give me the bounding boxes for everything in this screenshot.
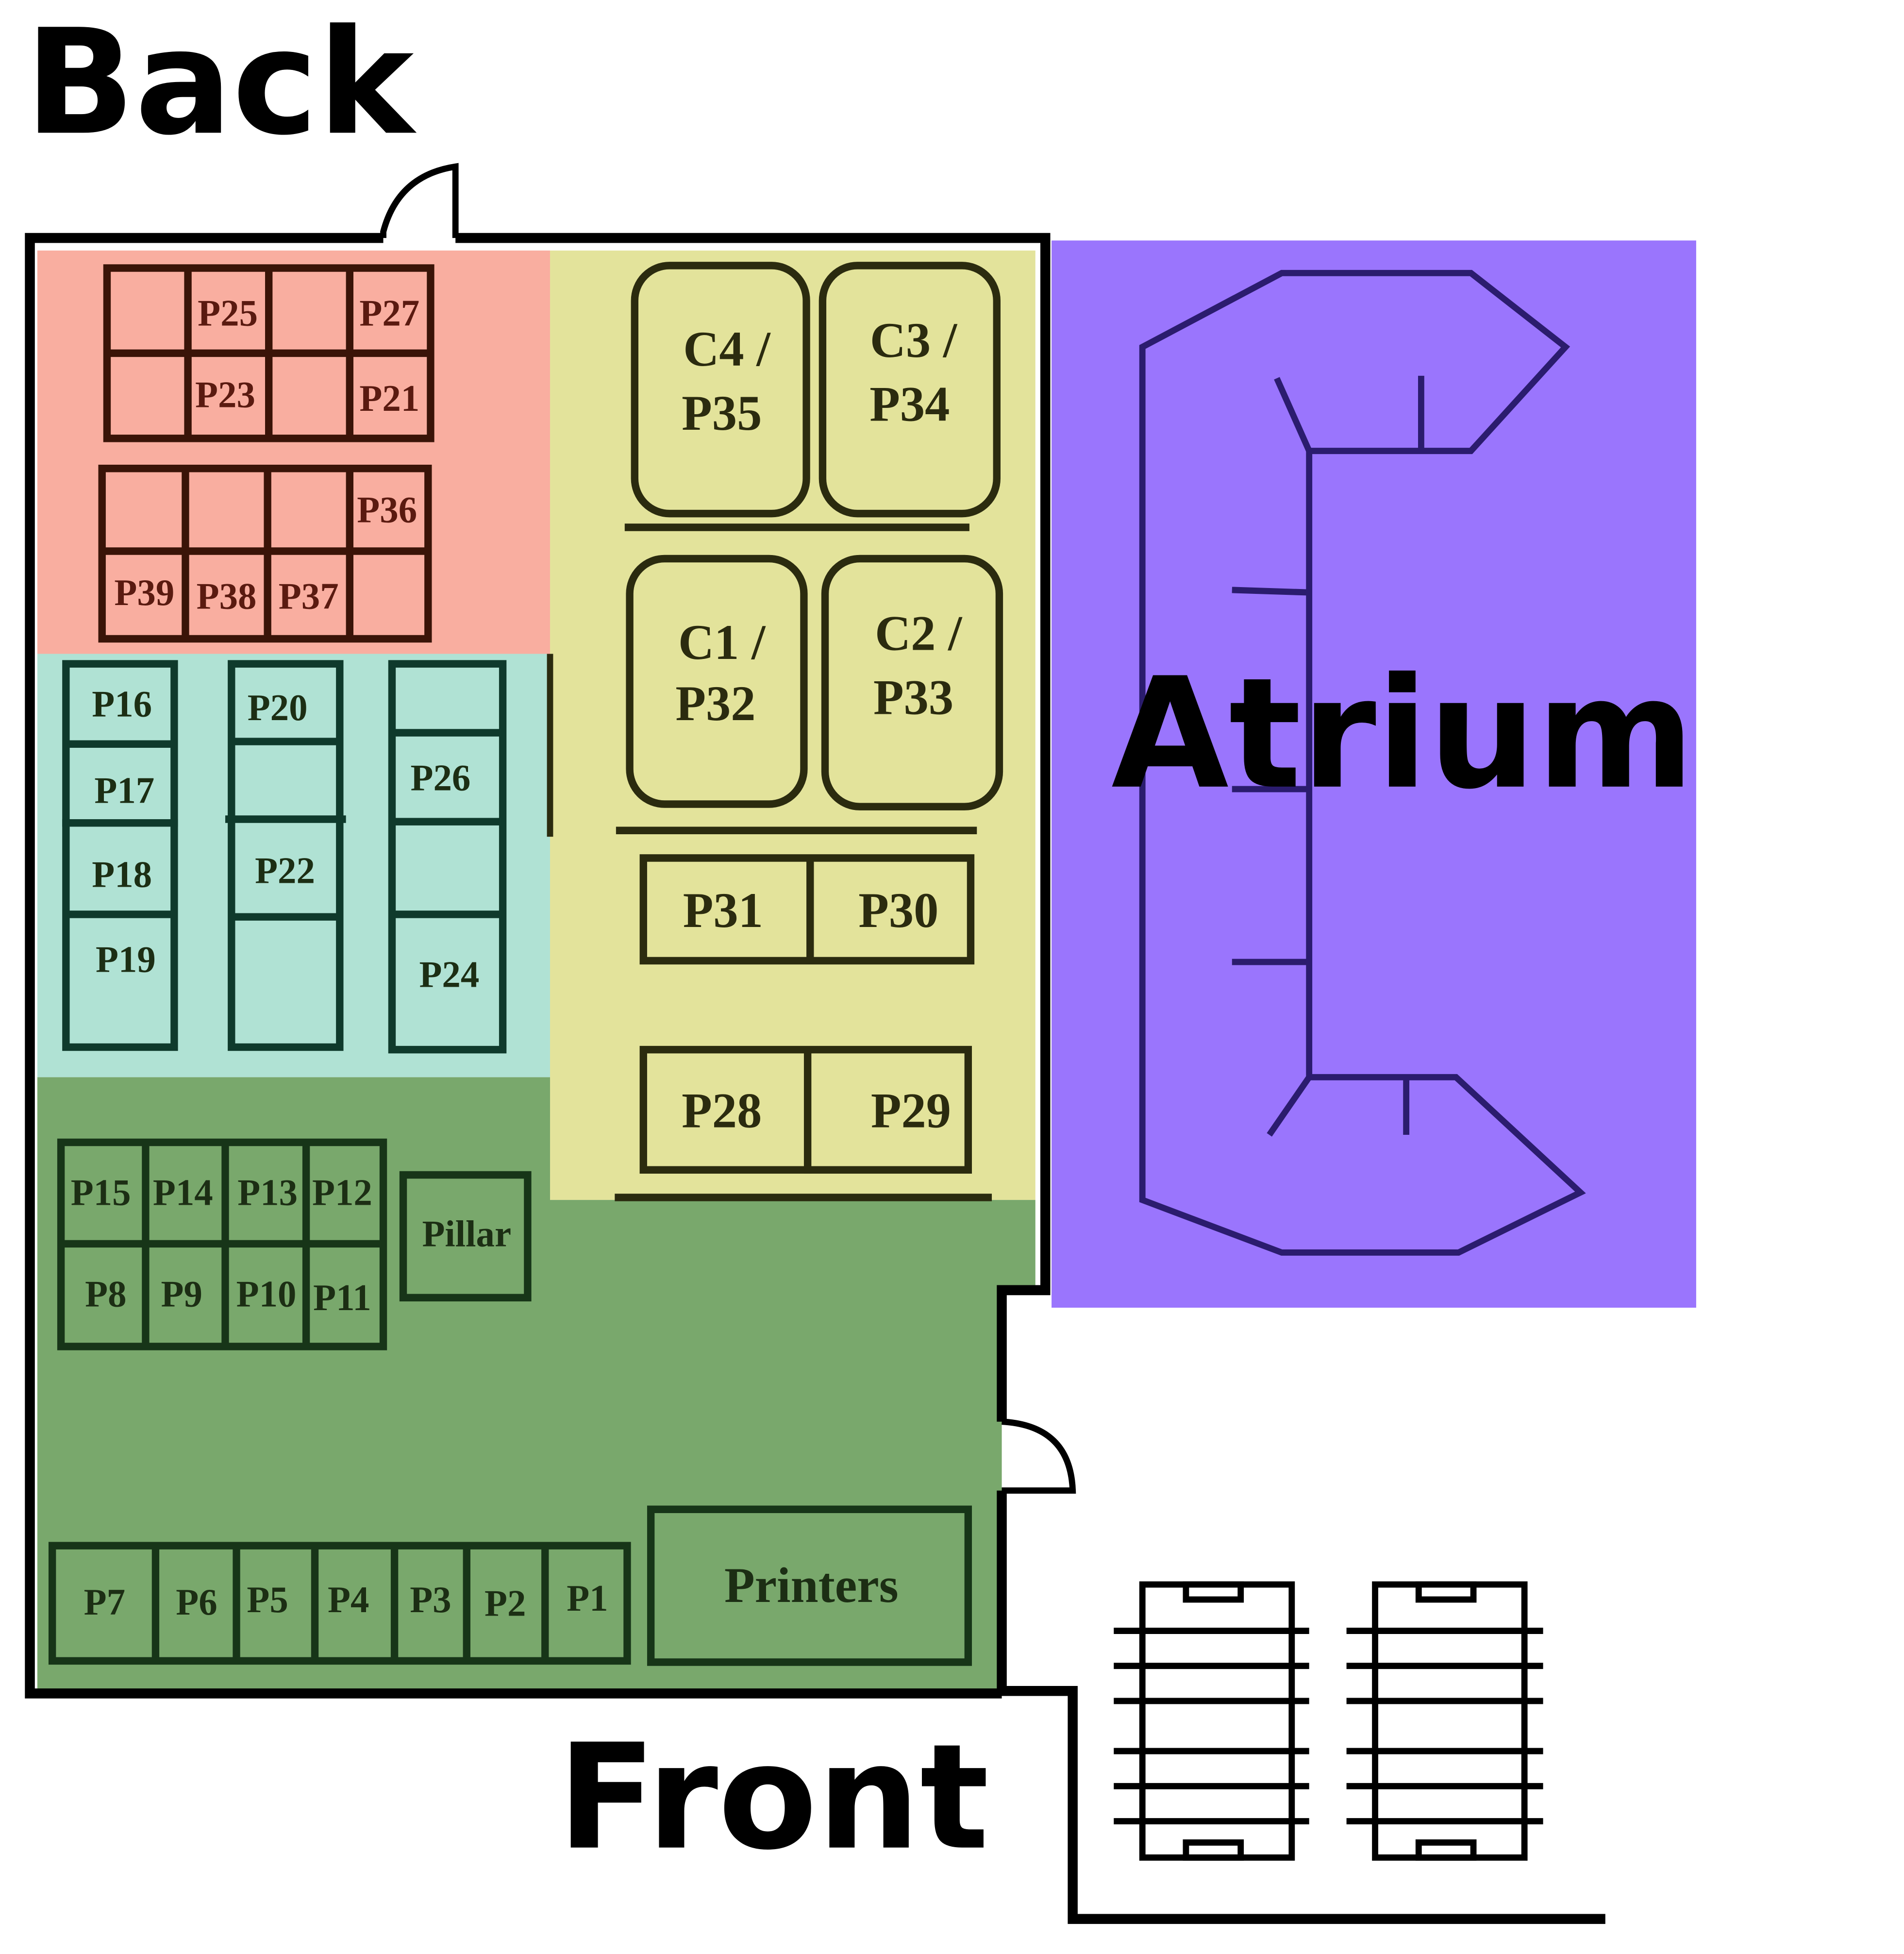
office-c2 [821,555,1003,810]
teal-cubicle-column-1 [62,660,178,1051]
front-door [1002,1418,1076,1494]
cubicle-label: P3 [410,1579,451,1620]
red-cubicle-grid-bottom [98,464,432,643]
cubicle-label: P7 [84,1581,125,1623]
cubicle-label: P36 [357,488,417,530]
back-label: Back [25,0,417,168]
cubicle-label: P16 [92,683,152,724]
cubicle-label: P22 [255,849,315,891]
cubicle-label: P17 [94,769,154,811]
cubicle-label: P18 [92,853,152,895]
cubicle-label: P11 [313,1277,371,1318]
office-label: P32 [675,676,755,731]
printers-area [647,1505,972,1666]
desk-label: P28 [682,1083,762,1138]
desk-label: P30 [858,883,938,938]
cubicle-label: P10 [236,1273,297,1314]
cubicle-label: P6 [176,1581,217,1623]
yellow-offices [615,262,1003,1201]
building-walls [25,233,1605,1924]
cubicle-label: P25 [198,292,258,334]
office-label: C4 / [683,321,771,377]
office-label: P35 [682,385,762,440]
cubicle-label: P15 [71,1171,131,1213]
cubicle-label: P8 [85,1273,126,1314]
cubicle-label: P14 [153,1171,213,1213]
atrium-zone [1052,240,1696,1308]
office-label: P33 [873,670,953,725]
parked-car-icon [1114,1581,1309,1861]
office-c1 [626,555,808,808]
front-label: Front [557,1713,989,1882]
back-door [380,163,459,238]
parked-car-icon [1346,1581,1543,1861]
office-label: C3 / [870,313,958,368]
cubicle-label: P19 [96,938,156,980]
cubicle-label: P1 [567,1577,608,1619]
green-cubicle-block [57,1138,387,1350]
teal-cubicle-column-2 [225,660,346,1051]
cubicle-label: P21 [359,377,419,419]
desk-label: P31 [683,883,763,938]
office-label: P34 [869,376,950,432]
yellow-zone [550,250,1036,1200]
desk-label: P29 [871,1083,951,1138]
pillar [399,1171,532,1302]
front-cubicle-row [48,1542,631,1665]
red-zone [37,250,551,654]
teal-cubicle-column-3 [388,660,507,1054]
cubicle-label: P2 [484,1582,526,1624]
cubicle-label: P23 [195,373,255,415]
cubicle-label: P39 [114,572,174,613]
cubicle-label: P9 [161,1273,202,1314]
office-c4 [631,262,810,518]
pillar-label: Pillar [422,1213,511,1254]
cubicle-label: P5 [247,1579,288,1620]
cubicle-label: P24 [419,953,479,995]
office-c3 [818,262,1001,518]
printers-label: Printers [724,1558,899,1613]
red-cubicle-grid-top [103,264,434,442]
cubicle-label: P4 [328,1579,369,1620]
cubicle-label: P37 [279,575,339,617]
cubicle-label: P27 [359,292,419,334]
teal-zone [37,654,551,1078]
green-zone [37,1077,1036,1691]
atrium-label: Atrium [1111,645,1694,823]
cubicle-label: P26 [411,757,471,798]
cubicle-label: P12 [312,1171,372,1213]
cubicle-label: P20 [248,687,308,728]
office-label: C1 / [678,615,766,670]
office-label: C2 / [875,606,963,661]
atrium-walkway [1139,270,1586,1256]
cubicle-label: P38 [197,575,257,617]
cubicle-label: P13 [237,1171,298,1213]
